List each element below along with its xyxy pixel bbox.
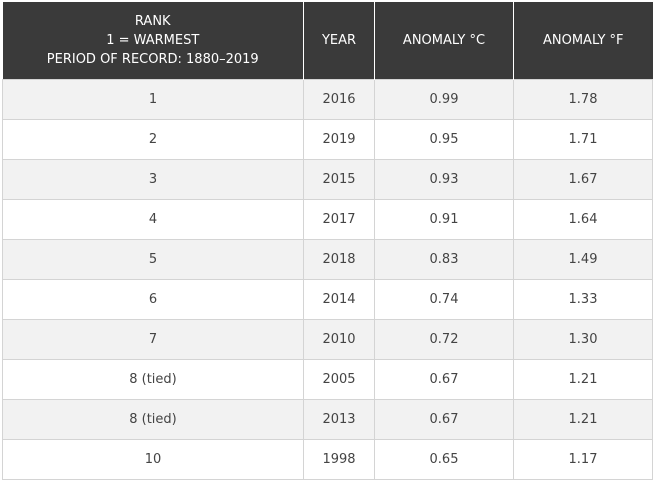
header-rank-title: RANK [134, 13, 171, 29]
header-rank: RANK 1 = WARMEST PERIOD OF RECORD: 1880–… [2, 2, 304, 79]
table-row: 5 2018 0.83 1.49 [2, 238, 653, 280]
rank-cell: 5 [2, 238, 304, 280]
table-row: 4 2017 0.91 1.64 [2, 198, 653, 240]
rank-cell: 2 [2, 118, 304, 160]
rank-cell: 10 [2, 438, 304, 480]
table-row: 2 2019 0.95 1.71 [2, 118, 653, 160]
year-cell: 1998 [303, 438, 375, 480]
table-body: 1 2016 0.99 1.78 2 2019 0.95 1.71 3 2015… [2, 78, 653, 480]
year-cell: 2013 [303, 398, 375, 440]
table-row: 10 1998 0.65 1.17 [2, 438, 653, 480]
anomaly-f-cell: 1.21 [513, 398, 653, 440]
year-cell: 2010 [303, 318, 375, 360]
anomaly-f-cell: 1.30 [513, 318, 653, 360]
anomaly-c-cell: 0.72 [374, 318, 514, 360]
warmest-years-table-container: RANK 1 = WARMEST PERIOD OF RECORD: 1880–… [2, 2, 653, 480]
anomaly-c-cell: 0.83 [374, 238, 514, 280]
year-cell: 2015 [303, 158, 375, 200]
header-rank-period: PERIOD OF RECORD: 1880–2019 [46, 51, 259, 67]
warmest-years-table: RANK 1 = WARMEST PERIOD OF RECORD: 1880–… [2, 2, 653, 480]
year-cell: 2005 [303, 358, 375, 400]
anomaly-c-cell: 0.74 [374, 278, 514, 320]
anomaly-c-cell: 0.67 [374, 358, 514, 400]
anomaly-c-cell: 0.93 [374, 158, 514, 200]
header-anomaly-f: ANOMALY °F [513, 2, 653, 79]
anomaly-c-cell: 0.67 [374, 398, 514, 440]
anomaly-f-cell: 1.17 [513, 438, 653, 480]
rank-cell: 6 [2, 278, 304, 320]
table-header: RANK 1 = WARMEST PERIOD OF RECORD: 1880–… [2, 2, 653, 79]
rank-cell: 7 [2, 318, 304, 360]
table-row: 6 2014 0.74 1.33 [2, 278, 653, 320]
rank-cell: 3 [2, 158, 304, 200]
anomaly-f-cell: 1.33 [513, 278, 653, 320]
year-cell: 2017 [303, 198, 375, 240]
anomaly-f-cell: 1.71 [513, 118, 653, 160]
table-row: 1 2016 0.99 1.78 [2, 78, 653, 120]
year-cell: 2019 [303, 118, 375, 160]
anomaly-f-cell: 1.21 [513, 358, 653, 400]
header-year: YEAR [303, 2, 375, 79]
anomaly-c-cell: 0.91 [374, 198, 514, 240]
header-row: RANK 1 = WARMEST PERIOD OF RECORD: 1880–… [2, 2, 653, 79]
anomaly-f-cell: 1.49 [513, 238, 653, 280]
header-rank-note: 1 = WARMEST [106, 32, 200, 48]
table-row: 3 2015 0.93 1.67 [2, 158, 653, 200]
year-cell: 2016 [303, 78, 375, 120]
header-anomaly-c: ANOMALY °C [374, 2, 514, 79]
anomaly-c-cell: 0.95 [374, 118, 514, 160]
year-cell: 2018 [303, 238, 375, 280]
table-row: 8 (tied) 2013 0.67 1.21 [2, 398, 653, 440]
anomaly-c-cell: 0.99 [374, 78, 514, 120]
year-cell: 2014 [303, 278, 375, 320]
rank-cell: 8 (tied) [2, 358, 304, 400]
rank-cell: 4 [2, 198, 304, 240]
anomaly-c-cell: 0.65 [374, 438, 514, 480]
anomaly-f-cell: 1.67 [513, 158, 653, 200]
table-row: 8 (tied) 2005 0.67 1.21 [2, 358, 653, 400]
rank-cell: 1 [2, 78, 304, 120]
anomaly-f-cell: 1.64 [513, 198, 653, 240]
rank-cell: 8 (tied) [2, 398, 304, 440]
anomaly-f-cell: 1.78 [513, 78, 653, 120]
table-row: 7 2010 0.72 1.30 [2, 318, 653, 360]
